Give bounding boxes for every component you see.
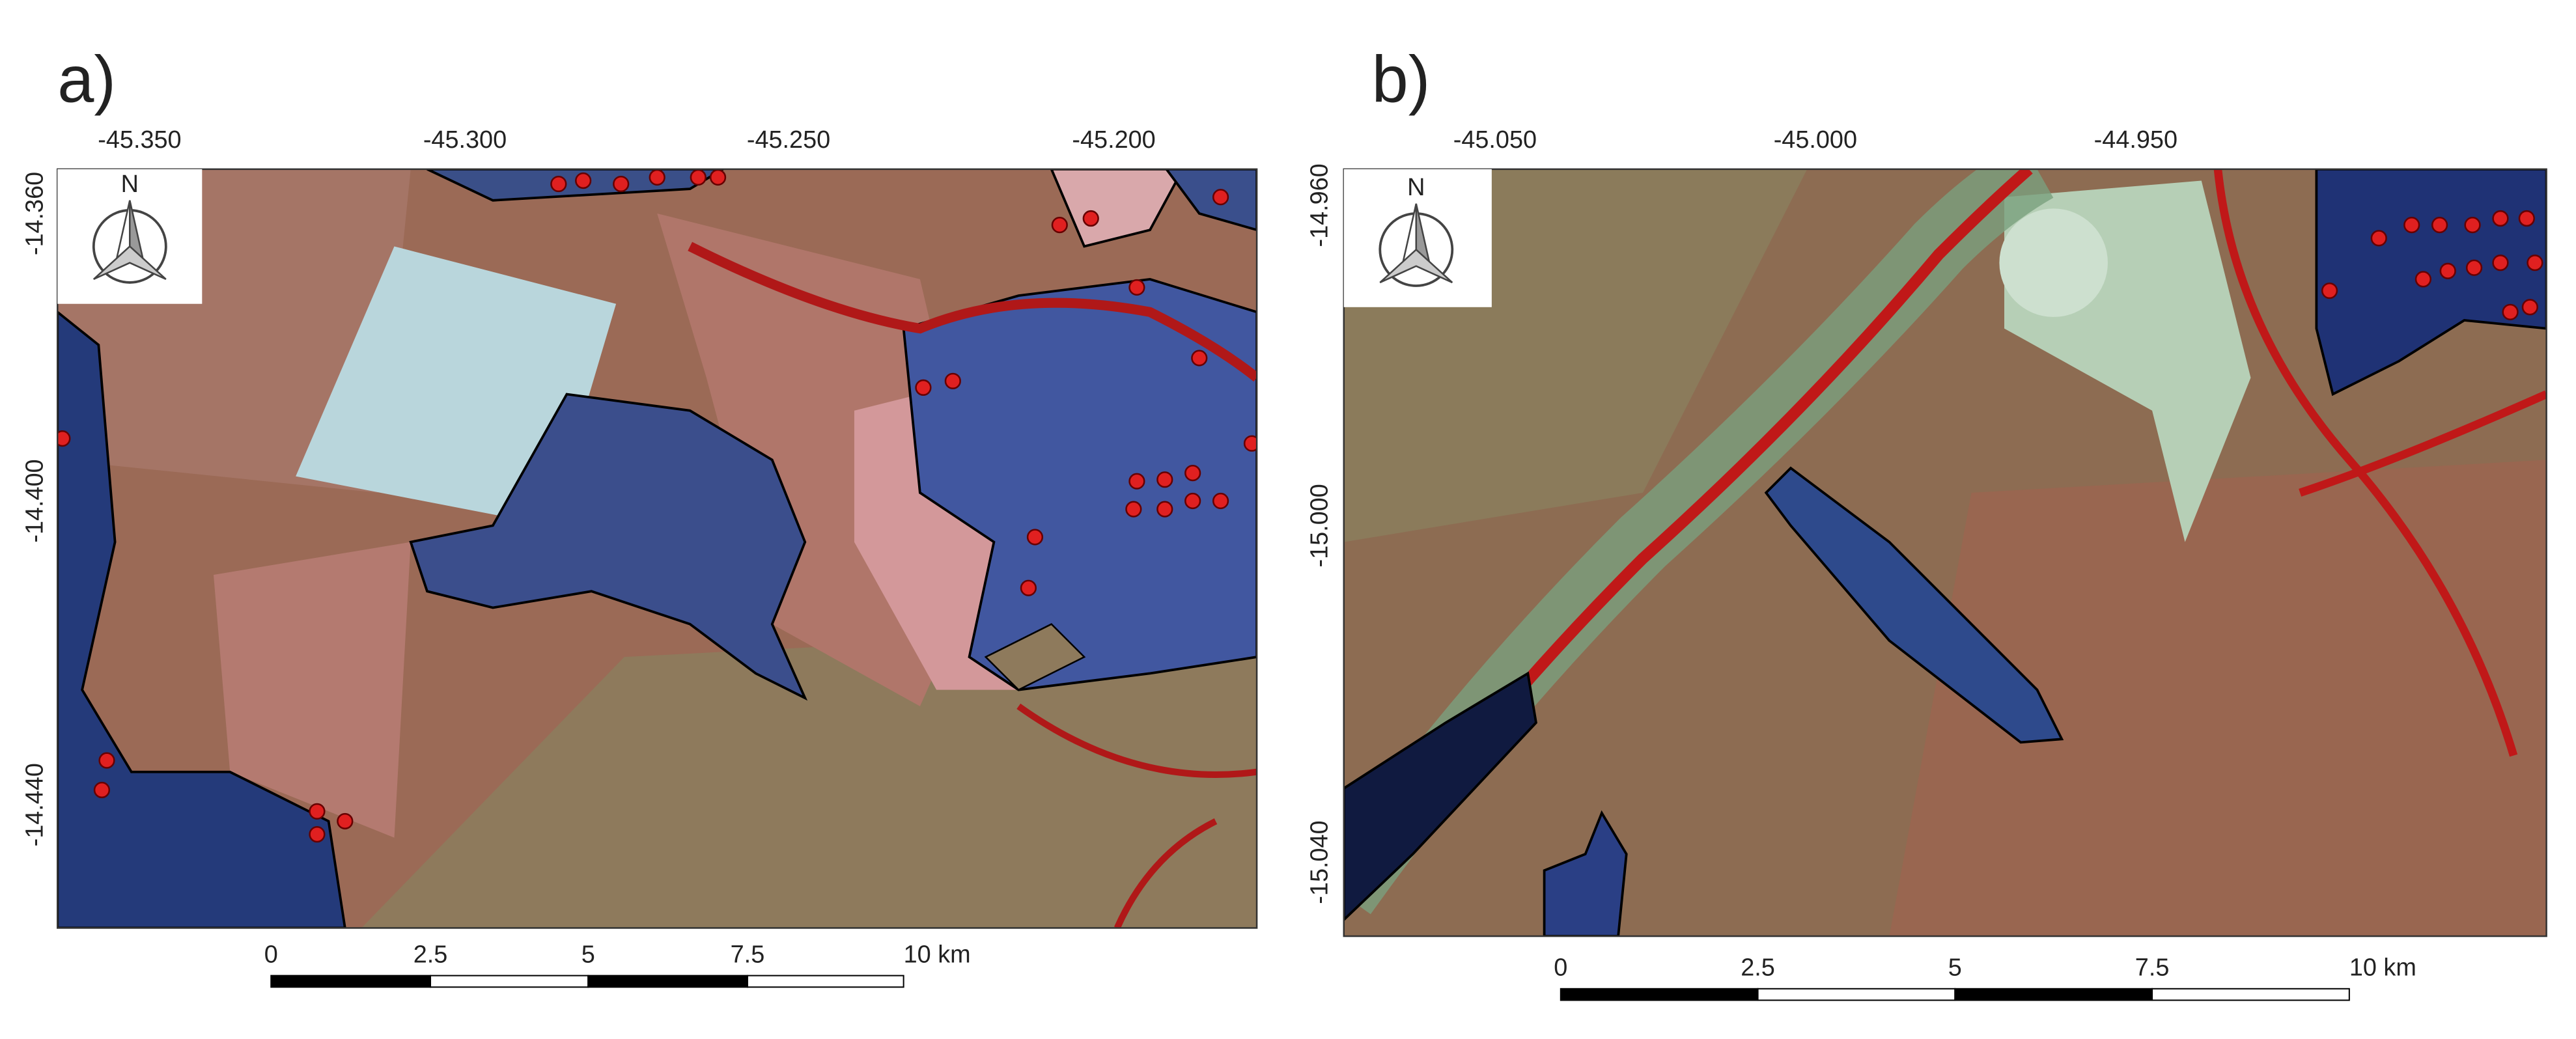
lon-tick-label: -44.950 (2094, 126, 2177, 154)
panel-label: b) (1372, 43, 1431, 116)
scale-segment (1954, 988, 2153, 1001)
map-b (1343, 169, 2547, 937)
lon-tick-label: -45.000 (1774, 126, 1857, 154)
north-label: N (1407, 174, 1425, 201)
scale-label: 7.5 (731, 941, 765, 968)
scale-segment (270, 975, 432, 988)
lat-tick-label: -14.440 (21, 763, 49, 846)
lat-tick-label: -15.000 (1306, 484, 1334, 567)
lat-tick-label: -14.960 (1306, 163, 1334, 247)
scale-segment (1757, 988, 1956, 1001)
scale-label: 10 km (2349, 954, 2416, 982)
scale-segment (1560, 988, 1759, 1001)
lon-tick-label: -45.350 (98, 126, 181, 154)
scale-label: 10 km (904, 941, 971, 968)
scale-segment (2151, 988, 2350, 1001)
north-arrow-a (57, 169, 203, 304)
frame-b (1343, 168, 2547, 937)
panel-label: a) (57, 43, 116, 116)
lon-tick-label: -45.300 (423, 126, 507, 154)
scale-label: 5 (1948, 954, 1962, 982)
lat-tick-label: -14.400 (21, 459, 49, 542)
map-a (57, 169, 1257, 928)
lat-tick-label: -15.040 (1306, 820, 1334, 904)
lon-tick-label: -45.200 (1072, 126, 1155, 154)
scale-label: 0 (264, 941, 278, 968)
scale-label: 7.5 (2135, 954, 2170, 982)
frame-a (57, 168, 1258, 929)
scale-label: 2.5 (413, 941, 448, 968)
scale-label: 2.5 (1741, 954, 1775, 982)
north-arrow-b (1343, 169, 1492, 307)
scale-segment (430, 975, 589, 988)
scale-label: 0 (1554, 954, 1567, 982)
scale-label: 5 (581, 941, 595, 968)
lon-tick-label: -45.250 (747, 126, 830, 154)
lat-tick-label: -14.360 (21, 172, 49, 255)
scale-segment (746, 975, 904, 988)
lon-tick-label: -45.050 (1453, 126, 1537, 154)
north-label: N (121, 171, 139, 198)
scale-segment (587, 975, 748, 988)
